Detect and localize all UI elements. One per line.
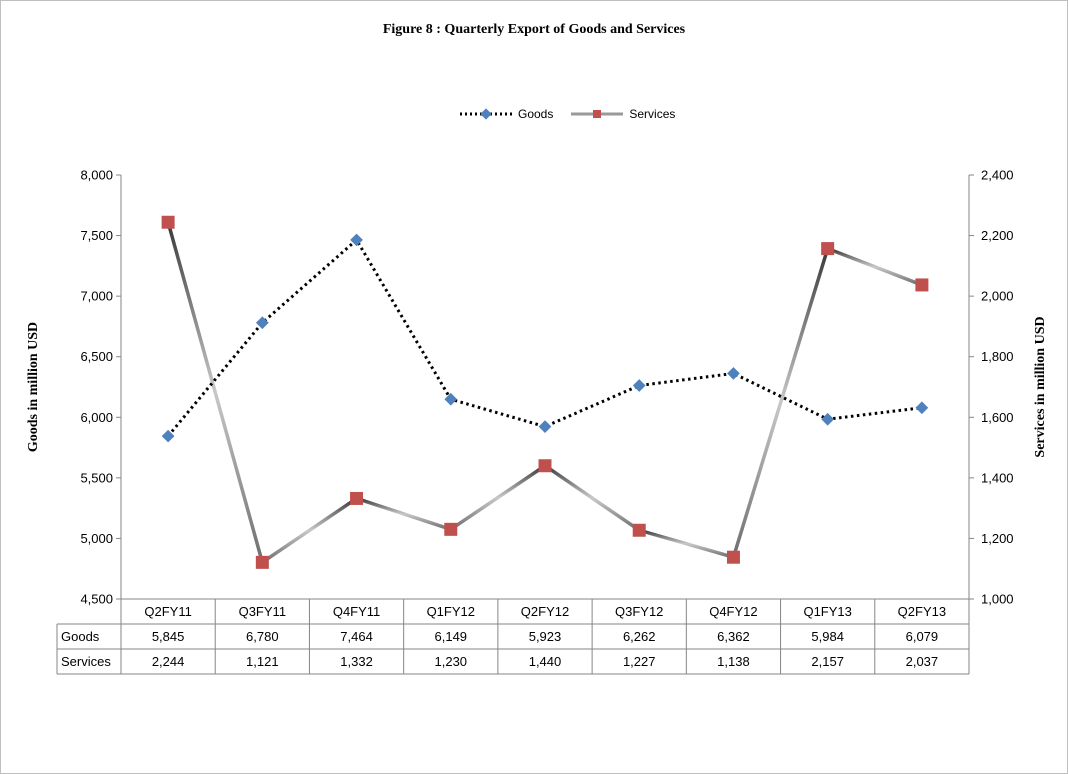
right-tick-label: 1,800 bbox=[981, 349, 1014, 364]
goods-point bbox=[632, 379, 646, 392]
left-tick-label: 6,000 bbox=[80, 410, 113, 425]
category-label: Q4FY11 bbox=[333, 604, 380, 619]
table-cell: 6,780 bbox=[246, 629, 279, 644]
legend-goods-marker bbox=[460, 108, 512, 120]
table-cell: 1,332 bbox=[340, 654, 373, 669]
services-line-segment bbox=[543, 463, 641, 533]
goods-point bbox=[821, 412, 835, 426]
category-label: Q2FY11 bbox=[144, 604, 191, 619]
category-label: Q3FY12 bbox=[615, 604, 663, 619]
legend: Goods Services bbox=[458, 105, 675, 123]
goods-point bbox=[161, 429, 175, 443]
goods-point bbox=[350, 233, 363, 247]
legend-goods-label: Goods bbox=[518, 107, 554, 121]
table-cell: 6,262 bbox=[623, 629, 656, 644]
table-cell: 7,464 bbox=[340, 629, 373, 644]
table-cell: 5,845 bbox=[152, 629, 185, 644]
table-cell: 2,244 bbox=[152, 654, 185, 669]
left-tick-label: 7,500 bbox=[80, 228, 113, 243]
table-cell: 2,037 bbox=[906, 654, 939, 669]
services-line-segment bbox=[449, 463, 547, 532]
category-label: Q1FY12 bbox=[427, 604, 475, 619]
table-series-name: Goods bbox=[61, 629, 100, 644]
left-tick-label: 4,500 bbox=[80, 592, 113, 607]
services-point bbox=[726, 550, 740, 564]
services-point bbox=[255, 555, 269, 569]
goods-point bbox=[444, 392, 458, 406]
left-tick-label: 8,000 bbox=[80, 168, 113, 183]
services-point bbox=[915, 278, 929, 292]
services-line-segment bbox=[825, 246, 924, 287]
services-point bbox=[632, 523, 646, 537]
goods-point bbox=[727, 367, 740, 380]
services-line-segment bbox=[354, 496, 453, 532]
services-point bbox=[821, 242, 835, 256]
table-cell: 5,923 bbox=[529, 629, 562, 644]
table-cell: 1,121 bbox=[246, 654, 279, 669]
goods-line bbox=[166, 237, 923, 438]
table-cell: 1,227 bbox=[623, 654, 656, 669]
legend-services-label: Services bbox=[629, 107, 676, 121]
legend-item-goods: Goods bbox=[458, 107, 553, 121]
services-point bbox=[350, 491, 364, 505]
left-tick-label: 6,500 bbox=[80, 349, 113, 364]
services-point bbox=[161, 215, 175, 229]
chart-title: Figure 8 : Quarterly Export of Goods and… bbox=[382, 22, 686, 37]
table-cell: 5,984 bbox=[811, 629, 844, 644]
goods-point bbox=[255, 316, 269, 330]
left-tick-label: 5,500 bbox=[80, 470, 113, 485]
left-axis-title: Goods in million USD bbox=[26, 322, 41, 452]
legend-item-services: Services bbox=[569, 107, 675, 121]
right-tick-label: 2,000 bbox=[981, 289, 1014, 304]
category-label: Q1FY13 bbox=[803, 604, 851, 619]
left-tick-label: 5,000 bbox=[80, 531, 113, 546]
category-label: Q3FY11 bbox=[239, 604, 286, 619]
table-cell: 1,440 bbox=[529, 654, 562, 669]
table-series-name: Services bbox=[61, 654, 111, 669]
table-cell: 6,079 bbox=[906, 629, 939, 644]
right-tick-label: 1,200 bbox=[981, 531, 1014, 546]
category-label: Q4FY12 bbox=[709, 604, 757, 619]
right-tick-label: 2,400 bbox=[981, 168, 1014, 183]
goods-point bbox=[915, 401, 929, 415]
category-label: Q2FY13 bbox=[898, 604, 946, 619]
services-point bbox=[444, 522, 458, 536]
legend-services-marker bbox=[571, 110, 624, 118]
left-tick-label: 7,000 bbox=[80, 289, 113, 304]
table-cell: 6,149 bbox=[435, 629, 468, 644]
right-tick-label: 1,000 bbox=[981, 592, 1014, 607]
right-tick-label: 2,200 bbox=[981, 228, 1014, 243]
table-cell: 6,362 bbox=[717, 629, 750, 644]
table-cell: 1,138 bbox=[717, 654, 750, 669]
services-line-segment bbox=[166, 220, 265, 565]
services-line-segment bbox=[637, 528, 736, 559]
right-axis-title: Services in million USD bbox=[1033, 316, 1048, 457]
table-cell: 2,157 bbox=[811, 654, 844, 669]
table-cell: 1,230 bbox=[435, 654, 468, 669]
services-point bbox=[538, 459, 552, 473]
goods-point bbox=[538, 420, 552, 433]
services-line-segment bbox=[260, 496, 359, 565]
right-tick-label: 1,600 bbox=[981, 410, 1014, 425]
category-label: Q2FY12 bbox=[521, 604, 569, 619]
right-tick-label: 1,400 bbox=[981, 470, 1014, 485]
services-line-segment bbox=[731, 246, 830, 559]
